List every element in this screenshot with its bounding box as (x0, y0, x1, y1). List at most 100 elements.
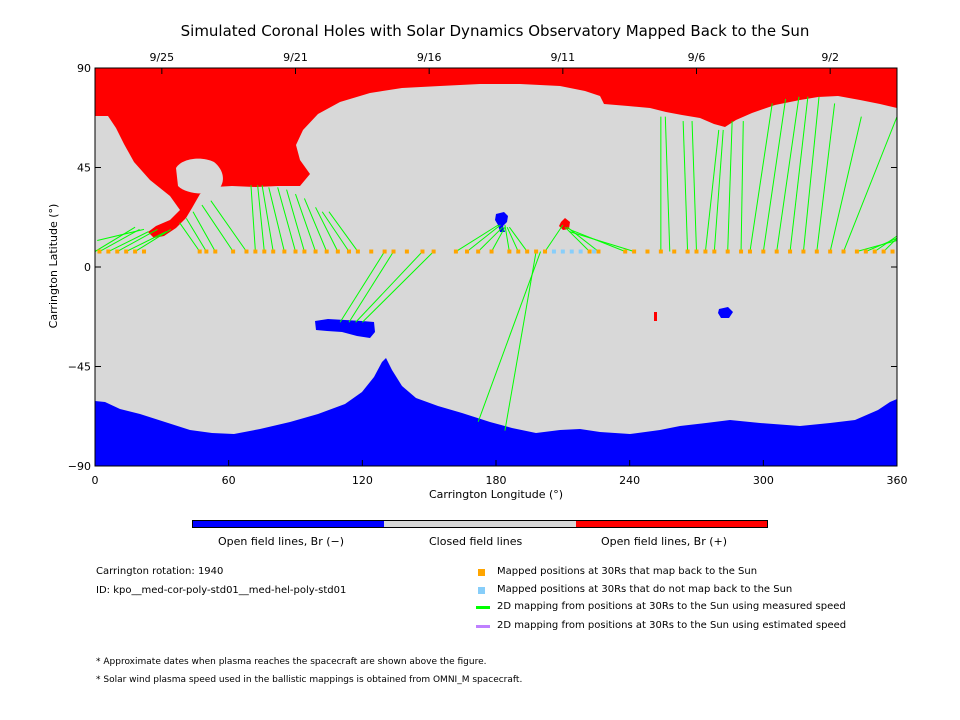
field-line-34 (504, 251, 537, 431)
mapped-point-43 (672, 249, 677, 254)
mapped-point-61 (881, 249, 886, 254)
legend-mapped-yes-label: Mapped positions at 30Rs that map back t… (497, 566, 758, 577)
mapped-point-41 (645, 249, 650, 254)
mapped-point-16 (302, 249, 307, 254)
mapped-point-0 (97, 249, 102, 254)
field-line-28 (466, 224, 501, 252)
x-tick-label-0: 0 (92, 474, 99, 487)
x-tick-label-6: 360 (887, 474, 908, 487)
mapped-point-37 (587, 249, 592, 254)
mapped-point-13 (271, 249, 276, 254)
field-line-20 (315, 207, 339, 252)
field-line-47 (727, 121, 733, 252)
mapped-point-17 (313, 249, 318, 254)
x-tick-label-5: 300 (753, 474, 774, 487)
field-line-23 (339, 251, 386, 323)
axes: 0 60 120 180 240 300 360 90 45 0 −45 −90 9/25 9/21 9/1… (68, 51, 908, 487)
field-line-58 (865, 237, 897, 252)
carrington-rotation: Carrington rotation: 1940 (96, 566, 224, 577)
mapped-point-5 (142, 249, 147, 254)
mapped-point-30 (476, 249, 481, 254)
mapped-point-62 (890, 249, 895, 254)
field-line-1 (108, 231, 149, 252)
field-line-30 (491, 226, 506, 252)
mapped-point-31 (489, 249, 494, 254)
note-speed-source: * Solar wind plasma speed used in the ba… (96, 675, 523, 685)
mapped-point-32 (507, 249, 512, 254)
mapped-point-57 (841, 249, 846, 254)
field-line-7 (179, 222, 201, 252)
field-line-48 (740, 121, 744, 252)
mapped-point-40 (632, 249, 637, 254)
field-line-26 (361, 251, 434, 323)
mapped-point-29 (465, 249, 470, 254)
field-line-layer (95, 96, 897, 431)
field-line-16 (277, 187, 296, 252)
field-line-5 (95, 226, 136, 252)
legend-mapped-no-swatch (478, 587, 485, 594)
mapped-point-21 (355, 249, 360, 254)
colorbar-negative (192, 520, 384, 528)
plot-area (95, 68, 897, 466)
mapped-point-51 (761, 249, 766, 254)
mid-negative-hole-a (315, 319, 375, 338)
field-line-56 (843, 116, 897, 252)
field-line-52 (789, 96, 809, 252)
date-tick-label-5: 9/2 (821, 51, 839, 64)
mapped-point-50 (747, 249, 752, 254)
mapped-point-49 (739, 249, 744, 254)
mapped-point-52 (774, 249, 779, 254)
south-negative-coronal-hole (95, 358, 897, 466)
field-line-55 (829, 116, 862, 252)
field-line-12 (250, 185, 256, 252)
field-line-29 (477, 226, 504, 252)
y-tick-label-3: −45 (68, 361, 91, 374)
colorbar-label-closed: Closed field lines (429, 535, 523, 548)
field-line-35 (477, 251, 542, 422)
legend-mapped-no-label: Mapped positions at 30Rs that do not map… (497, 584, 793, 595)
field-line-19 (303, 198, 328, 252)
mapped-point-6 (197, 249, 202, 254)
unmapped-point-1 (560, 249, 565, 254)
field-line-54 (816, 103, 836, 252)
mapped-point-35 (534, 249, 539, 254)
field-line-6 (97, 228, 145, 241)
y-tick-label-1: 45 (77, 162, 91, 175)
mapped-point-12 (262, 249, 267, 254)
mapped-point-layer (97, 249, 895, 254)
x-tick-label-3: 180 (486, 474, 507, 487)
field-line-50 (762, 98, 787, 252)
mapped-point-56 (828, 249, 833, 254)
field-line-9 (192, 211, 216, 252)
mapped-point-47 (712, 249, 717, 254)
colorbar-closed (384, 520, 576, 528)
mapped-point-22 (369, 249, 374, 254)
mapped-point-36 (543, 249, 548, 254)
colorbar-label-positive: Open field lines, Br (+) (601, 535, 728, 548)
mapped-point-60 (872, 249, 877, 254)
mapped-point-55 (814, 249, 819, 254)
mapped-point-9 (231, 249, 236, 254)
field-line-38 (566, 226, 599, 252)
field-line-25 (355, 251, 423, 323)
mapped-point-53 (788, 249, 793, 254)
field-line-11 (210, 200, 247, 252)
mapped-point-38 (596, 249, 601, 254)
colorbar-positive (576, 520, 768, 528)
field-line-21 (321, 211, 350, 252)
y-tick-label-0: 90 (77, 62, 91, 75)
date-tick-label-1: 9/21 (283, 51, 308, 64)
field-line-46 (713, 129, 724, 252)
mapped-point-14 (282, 249, 287, 254)
field-line-40 (569, 231, 635, 253)
field-line-49 (749, 103, 773, 252)
mapped-point-58 (854, 249, 859, 254)
mapped-point-3 (124, 249, 129, 254)
field-line-44 (691, 121, 697, 252)
field-line-53 (802, 96, 820, 252)
legend-estimated-line (476, 625, 490, 628)
mapped-point-23 (382, 249, 387, 254)
field-line-0 (99, 228, 140, 252)
model-id: ID: kpo__med-cor-poly-std01__med-hel-pol… (96, 585, 347, 596)
